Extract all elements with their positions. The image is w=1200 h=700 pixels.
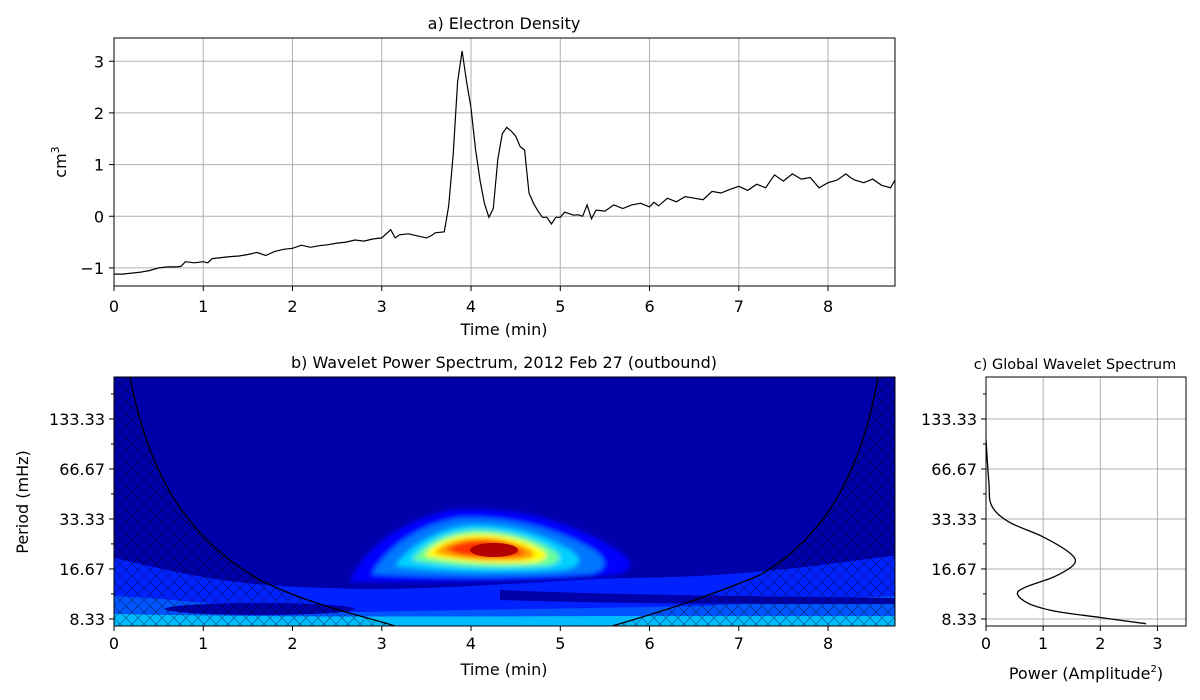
panel-b-x-axis-label: Time (min) bbox=[460, 660, 548, 679]
panel-c-y-tick-label: 16.67 bbox=[931, 560, 977, 579]
panel-c-x-ticks: 0 1 2 3 bbox=[981, 626, 1163, 653]
panel-b-x-tick-label: 7 bbox=[734, 634, 744, 653]
panel-c-x-tick-label: 1 bbox=[1038, 634, 1048, 653]
panel-c-x-axis-label-superscript: 2 bbox=[1151, 664, 1157, 675]
panel-c-y-tick-label: 66.67 bbox=[931, 460, 977, 479]
panel-b-x-tick-label: 3 bbox=[377, 634, 387, 653]
panel-b-x-tick-label: 8 bbox=[823, 634, 833, 653]
panel-a-x-tick-label: 1 bbox=[198, 297, 208, 316]
panel-b-frame bbox=[113, 376, 896, 627]
panel-a-x-tick-label: 3 bbox=[377, 297, 387, 316]
panel-c-y-tick-label: 33.33 bbox=[931, 510, 977, 529]
panel-a-x-tick-label: 6 bbox=[644, 297, 654, 316]
wavelet-peak-core bbox=[470, 543, 518, 557]
global-wavelet-spectrum-line bbox=[986, 439, 1147, 625]
panel-a-y-axis-label-base: cm bbox=[51, 153, 70, 177]
panel-a: a) Electron Density 0 1 2 3 4 5 6 7 8 −1 0 1 2 3 Tim… bbox=[49, 14, 896, 339]
panel-b-y-tick-label: 66.67 bbox=[59, 460, 105, 479]
panel-a-y-axis-label-superscript: 3 bbox=[49, 146, 62, 153]
panel-b-y-tick-label: 16.67 bbox=[59, 560, 105, 579]
panel-c-frame bbox=[985, 376, 1187, 627]
panel-b-title: b) Wavelet Power Spectrum, 2012 Feb 27 (… bbox=[291, 353, 717, 372]
coi-line-right bbox=[611, 377, 879, 626]
panel-c-y-ticks: 133.33 66.67 33.33 16.67 8.33 bbox=[921, 393, 986, 629]
panel-a-frame bbox=[113, 37, 896, 287]
panel-a-x-tick-label: 5 bbox=[555, 297, 565, 316]
panel-a-y-tick-label: −1 bbox=[80, 259, 104, 278]
coi-hatch-left bbox=[114, 377, 395, 626]
panel-a-x-tick-label: 4 bbox=[466, 297, 476, 316]
panel-c-grid bbox=[985, 377, 1186, 626]
panel-b-y-tick-label: 8.33 bbox=[69, 610, 105, 629]
panel-a-title: a) Electron Density bbox=[428, 14, 581, 33]
panel-c-x-tick-label: 3 bbox=[1152, 634, 1162, 653]
panel-b-x-tick-label: 0 bbox=[109, 634, 119, 653]
panel-b-x-tick-label: 5 bbox=[555, 634, 565, 653]
panel-c-x-axis-label-suffix: ) bbox=[1157, 664, 1163, 683]
panel-a-x-tick-label: 8 bbox=[823, 297, 833, 316]
panel-a-x-tick-label: 2 bbox=[287, 297, 297, 316]
panel-a-y-ticks: −1 0 1 2 3 bbox=[80, 52, 114, 278]
panel-b: b) Wavelet Power Spectrum, 2012 Feb 27 (… bbox=[13, 353, 896, 679]
panel-c-title: c) Global Wavelet Spectrum bbox=[974, 357, 1176, 373]
panel-b-y-axis-label: Period (mHz) bbox=[13, 450, 32, 553]
electron-density-line bbox=[114, 50, 895, 275]
panel-a-x-ticks: 0 1 2 3 4 5 6 7 8 bbox=[109, 286, 833, 316]
panel-c-y-tick-label: 8.33 bbox=[941, 610, 977, 629]
panel-b-y-tick-label: 33.33 bbox=[59, 510, 105, 529]
panel-a-y-axis-label: cm3 bbox=[49, 146, 70, 177]
panel-a-y-tick-label: 2 bbox=[94, 104, 104, 123]
panel-a-grid bbox=[113, 38, 895, 286]
panel-a-x-tick-label: 0 bbox=[109, 297, 119, 316]
panel-b-y-ticks: 133.33 66.67 33.33 16.67 8.33 bbox=[49, 393, 114, 629]
panel-a-y-tick-label: 3 bbox=[94, 52, 104, 71]
panel-b-x-tick-label: 6 bbox=[644, 634, 654, 653]
coi-hatch-right bbox=[612, 377, 895, 626]
panel-b-x-tick-label: 4 bbox=[466, 634, 476, 653]
panel-c-x-axis-label: Power (Amplitude2) bbox=[1009, 664, 1163, 683]
coi-line-left bbox=[129, 377, 396, 626]
panel-c-x-tick-label: 0 bbox=[981, 634, 991, 653]
panel-a-y-tick-label: 0 bbox=[94, 207, 104, 226]
panel-a-x-axis-label: Time (min) bbox=[460, 320, 548, 339]
wavelet-power-map bbox=[114, 377, 895, 626]
panel-b-x-ticks: 0 1 2 3 4 5 6 7 8 bbox=[109, 626, 833, 653]
panel-b-x-tick-label: 1 bbox=[198, 634, 208, 653]
panel-c: c) Global Wavelet Spectrum 0 1 2 3 133.33 66… bbox=[921, 357, 1187, 683]
panel-a-x-tick-label: 7 bbox=[734, 297, 744, 316]
panel-c-y-tick-label: 133.33 bbox=[921, 410, 977, 429]
panel-b-y-tick-label: 133.33 bbox=[49, 410, 105, 429]
panel-a-y-tick-label: 1 bbox=[94, 156, 104, 175]
panel-c-x-tick-label: 2 bbox=[1095, 634, 1105, 653]
panel-c-x-axis-label-base: Power (Amplitude bbox=[1009, 664, 1151, 683]
panel-b-x-tick-label: 2 bbox=[287, 634, 297, 653]
